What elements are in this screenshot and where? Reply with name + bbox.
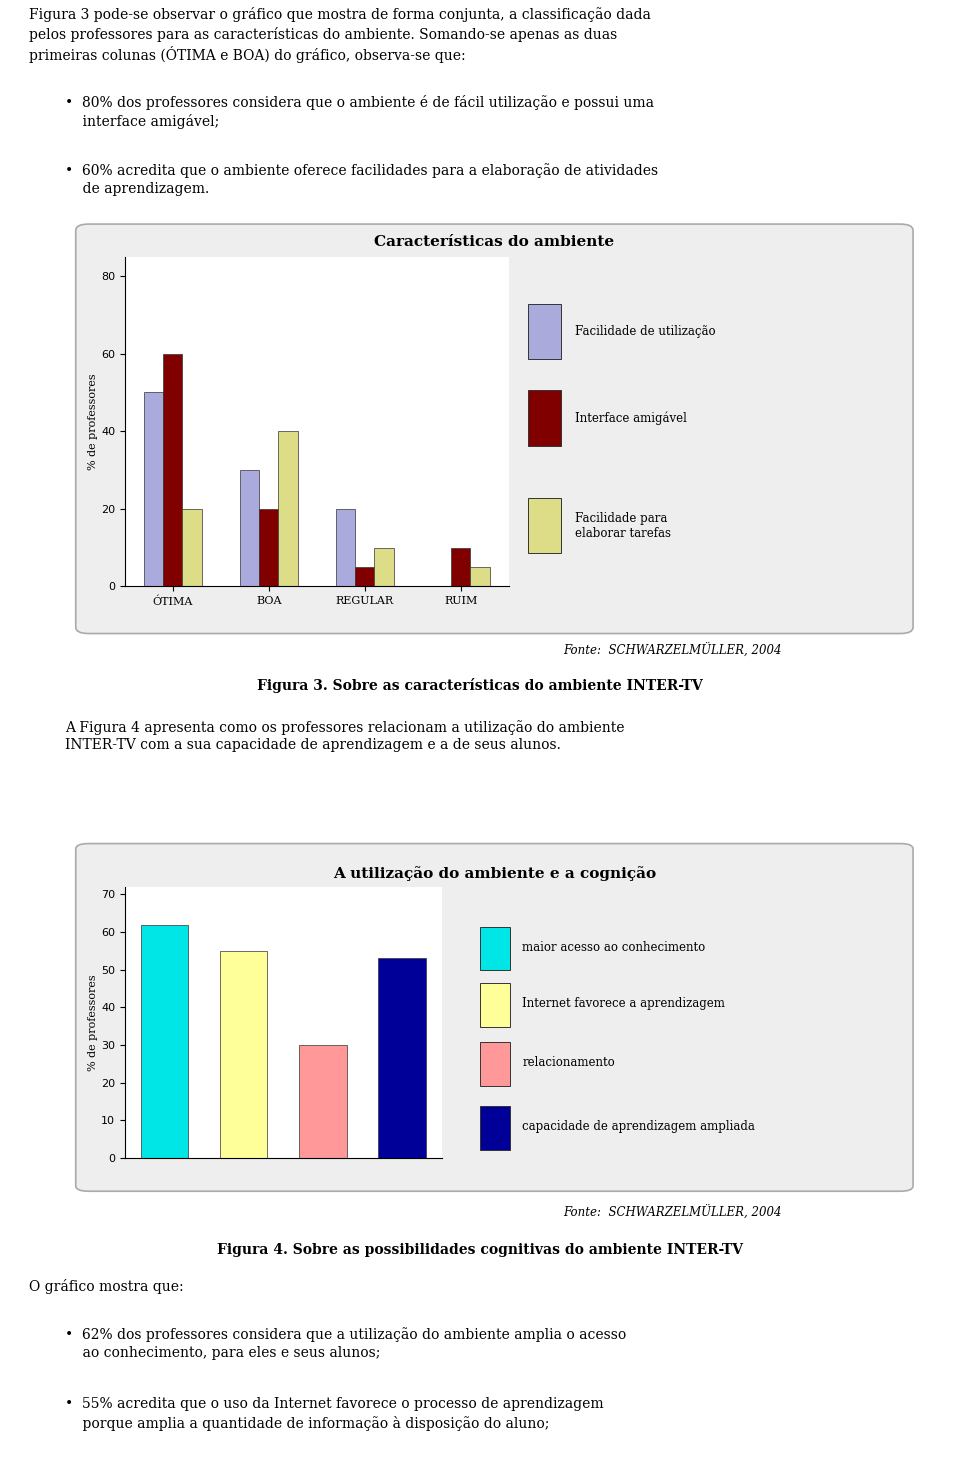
Text: A Figura 4 apresenta como os professores relacionam a utilização do ambiente
INT: A Figura 4 apresenta como os professores…	[65, 720, 624, 752]
Text: Figura 3 pode-se observar o gráfico que mostra de forma conjunta, a classificaçã: Figura 3 pode-se observar o gráfico que …	[29, 7, 651, 63]
FancyBboxPatch shape	[480, 1042, 510, 1086]
Text: •  62% dos professores considera que a utilização do ambiente amplia o acesso
  : • 62% dos professores considera que a ut…	[65, 1327, 626, 1359]
FancyBboxPatch shape	[480, 984, 510, 1026]
Y-axis label: % de professores: % de professores	[88, 374, 98, 469]
FancyBboxPatch shape	[76, 224, 913, 633]
FancyBboxPatch shape	[480, 927, 510, 970]
FancyBboxPatch shape	[76, 843, 913, 1192]
Text: Facilidade de utilização: Facilidade de utilização	[575, 325, 716, 339]
Bar	[240, 471, 259, 586]
Text: Facilidade para
elaborar tarefas: Facilidade para elaborar tarefas	[575, 512, 671, 539]
FancyBboxPatch shape	[480, 1107, 510, 1149]
Text: Características do ambiente: Características do ambiente	[374, 235, 614, 249]
Text: Fonte:  SCHWARZELMÜLLER, 2004: Fonte: SCHWARZELMÜLLER, 2004	[563, 1205, 781, 1220]
Text: Interface amigável: Interface amigável	[575, 410, 687, 425]
Text: Fonte:  SCHWARZELMÜLLER, 2004: Fonte: SCHWARZELMÜLLER, 2004	[563, 644, 781, 658]
Text: Internet favorece a aprendizagem: Internet favorece a aprendizagem	[522, 997, 725, 1010]
Text: •  60% acredita que o ambiente oferece facilidades para a elaboração de atividad: • 60% acredita que o ambiente oferece fa…	[65, 164, 658, 196]
Bar	[451, 548, 470, 586]
Bar	[144, 393, 163, 586]
Bar	[374, 548, 394, 586]
Text: Figura 3. Sobre as características do ambiente INTER-TV: Figura 3. Sobre as características do am…	[257, 677, 703, 693]
Bar	[378, 959, 426, 1158]
Bar	[300, 1045, 347, 1158]
Bar	[355, 567, 374, 586]
Text: relacionamento: relacionamento	[522, 1057, 615, 1069]
Text: capacidade de aprendizagem ampliada: capacidade de aprendizagem ampliada	[522, 1120, 756, 1133]
Y-axis label: % de professores: % de professores	[88, 975, 98, 1070]
Text: •  80% dos professores considera que o ambiente é de fácil utilização e possui u: • 80% dos professores considera que o am…	[65, 95, 654, 129]
FancyBboxPatch shape	[528, 498, 561, 553]
FancyBboxPatch shape	[528, 390, 561, 446]
Bar	[141, 925, 188, 1158]
Bar	[220, 951, 267, 1158]
Text: Figura 4. Sobre as possibilidades cognitivas do ambiente INTER-TV: Figura 4. Sobre as possibilidades cognit…	[217, 1243, 743, 1256]
Text: A utilização do ambiente e a cognição: A utilização do ambiente e a cognição	[333, 866, 656, 881]
Text: •  55% acredita que o uso da Internet favorece o processo de aprendizagem
    po: • 55% acredita que o uso da Internet fav…	[65, 1397, 604, 1431]
Bar	[470, 567, 490, 586]
Text: maior acesso ao conhecimento: maior acesso ao conhecimento	[522, 941, 706, 954]
Bar	[336, 509, 355, 586]
Bar	[259, 509, 278, 586]
Bar	[163, 353, 182, 586]
FancyBboxPatch shape	[528, 303, 561, 359]
Bar	[182, 509, 202, 586]
Bar	[278, 431, 298, 586]
Text: O gráfico mostra que:: O gráfico mostra que:	[29, 1280, 183, 1294]
